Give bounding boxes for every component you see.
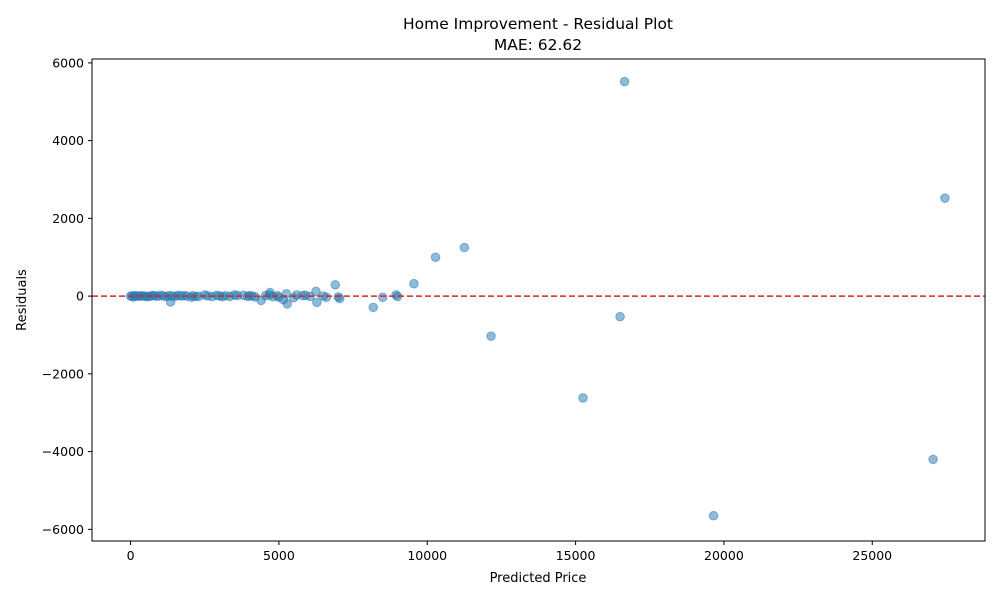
- y-tick-label: 2000: [52, 211, 84, 226]
- y-tick-label: 4000: [52, 133, 84, 148]
- x-tick-label: 20000: [704, 548, 744, 563]
- x-axis-ticks: 0 5000 10000 15000 20000 25000: [127, 541, 892, 563]
- data-point: [928, 454, 938, 465]
- y-tick-label: −2000: [42, 366, 84, 381]
- data-point: [615, 311, 625, 322]
- data-point: [321, 292, 332, 303]
- data-point: [459, 242, 470, 253]
- data-point: [578, 393, 588, 403]
- y-tick-label: 6000: [52, 55, 84, 70]
- data-point: [708, 510, 719, 521]
- data-point: [430, 252, 441, 263]
- x-tick-label: 5000: [263, 548, 295, 563]
- plot-background: [92, 59, 985, 541]
- data-point: [278, 294, 289, 305]
- plot-frame: [91, 58, 986, 542]
- data-point: [377, 292, 388, 303]
- data-point: [940, 193, 950, 203]
- x-tick-label: 25000: [852, 548, 892, 563]
- x-tick-label: 10000: [407, 548, 447, 563]
- y-tick-label: 0: [76, 289, 84, 304]
- chart-title: Home Improvement - Residual Plot: [403, 15, 673, 33]
- chart-subtitle: MAE: 62.62: [494, 36, 582, 54]
- data-point: [330, 280, 341, 290]
- data-point: [486, 331, 496, 341]
- y-tick-label: −4000: [42, 444, 84, 459]
- y-tick-label: −6000: [42, 522, 84, 537]
- y-axis-ticks: −6000 −4000 −2000 0 2000 4000 6000: [42, 55, 92, 537]
- data-point: [368, 302, 379, 313]
- data-point: [619, 76, 630, 87]
- x-axis-label: Predicted Price: [490, 571, 587, 586]
- x-tick-label: 0: [127, 548, 135, 563]
- data-point: [409, 278, 419, 289]
- x-tick-label: 15000: [556, 548, 596, 563]
- data-point: [312, 297, 322, 308]
- y-axis-label: Residuals: [15, 269, 30, 331]
- data-point: [288, 292, 299, 303]
- plot-area: [92, 59, 985, 541]
